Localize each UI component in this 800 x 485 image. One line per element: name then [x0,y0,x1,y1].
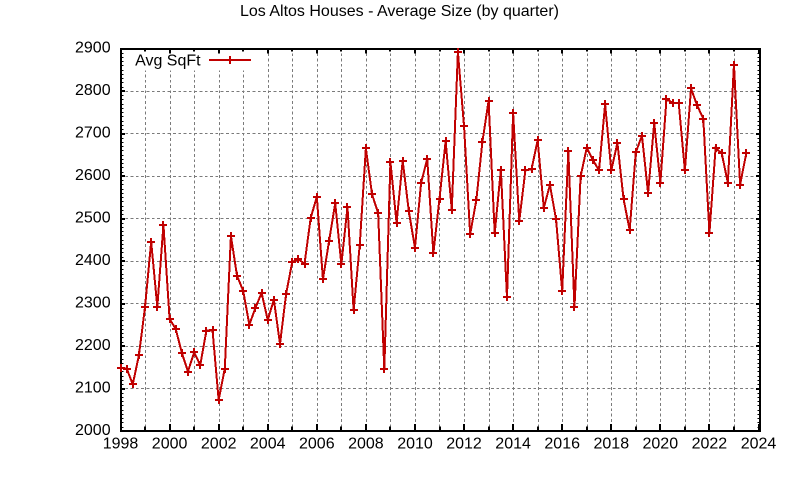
svg-text:2006: 2006 [299,436,335,453]
svg-text:2016: 2016 [544,436,580,453]
svg-text:2018: 2018 [594,436,630,453]
svg-text:1998: 1998 [103,436,139,453]
svg-text:2022: 2022 [692,436,728,453]
svg-text:2800: 2800 [75,82,111,99]
svg-text:2002: 2002 [201,436,237,453]
svg-text:2200: 2200 [75,337,111,354]
svg-text:2004: 2004 [250,436,286,453]
svg-text:2012: 2012 [446,436,482,453]
svg-text:2000: 2000 [152,436,188,453]
svg-text:2300: 2300 [75,295,111,312]
svg-text:2100: 2100 [75,380,111,397]
svg-text:2014: 2014 [495,436,531,453]
svg-text:2900: 2900 [75,40,111,57]
svg-text:2500: 2500 [75,210,111,227]
svg-text:2700: 2700 [75,125,111,142]
svg-text:2020: 2020 [643,436,679,453]
svg-text:2400: 2400 [75,252,111,269]
svg-text:Avg SqFt: Avg SqFt [135,53,201,70]
svg-text:2008: 2008 [348,436,384,453]
svg-text:2000: 2000 [75,422,111,439]
svg-text:2010: 2010 [397,436,433,453]
svg-text:2600: 2600 [75,167,111,184]
svg-text:Los Altos Houses - Average Siz: Los Altos Houses - Average Size (by quar… [240,3,559,20]
svg-text:2024: 2024 [741,436,777,453]
